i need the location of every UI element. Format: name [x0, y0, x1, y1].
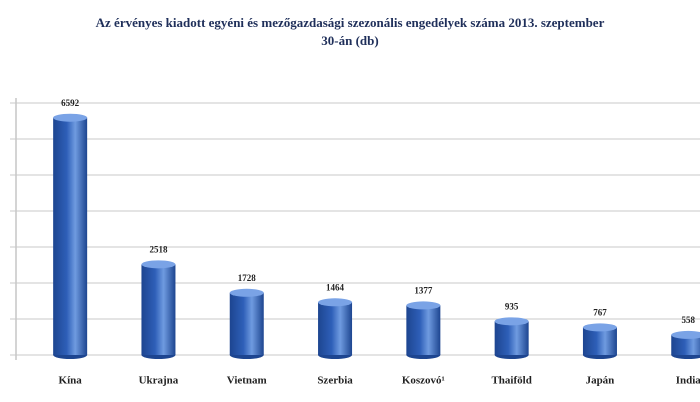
value-label: 2518: [149, 244, 168, 254]
bar: [141, 264, 176, 355]
x-tick-label: Szerbia: [317, 375, 353, 387]
value-label: 1464: [326, 282, 345, 292]
bar: [671, 334, 700, 355]
bar-top: [141, 260, 176, 269]
value-label: 767: [593, 307, 607, 317]
x-tick-label: Thaiföld: [491, 375, 531, 387]
bar: [318, 302, 353, 355]
x-tick-label: India: [676, 375, 700, 387]
bar: [494, 321, 529, 355]
value-label: 1728: [238, 273, 257, 283]
x-tick-label: Kína: [59, 375, 83, 387]
chart-title: Az érvényes kiadott egyéni és mezőgazdas…: [95, 15, 605, 48]
value-label: 6592: [61, 98, 80, 108]
x-tick-label: Koszovó¹: [402, 375, 445, 387]
bar: [229, 292, 264, 355]
bar-top: [582, 323, 617, 332]
bar-top: [671, 330, 700, 339]
bar: [582, 327, 617, 355]
x-tick-label: Vietnam: [227, 375, 267, 387]
bar-top: [494, 317, 529, 326]
value-label: 935: [505, 301, 519, 311]
bar-top: [318, 298, 353, 307]
value-label: 558: [682, 315, 696, 325]
bar-top: [53, 113, 88, 122]
bar-top: [406, 301, 441, 310]
x-tick-label: Japán: [586, 375, 615, 387]
bar: [53, 117, 88, 355]
bar: [406, 305, 441, 355]
value-label: 1377: [414, 285, 433, 295]
x-tick-label: Ukrajna: [139, 375, 179, 387]
bar-top: [229, 288, 264, 297]
